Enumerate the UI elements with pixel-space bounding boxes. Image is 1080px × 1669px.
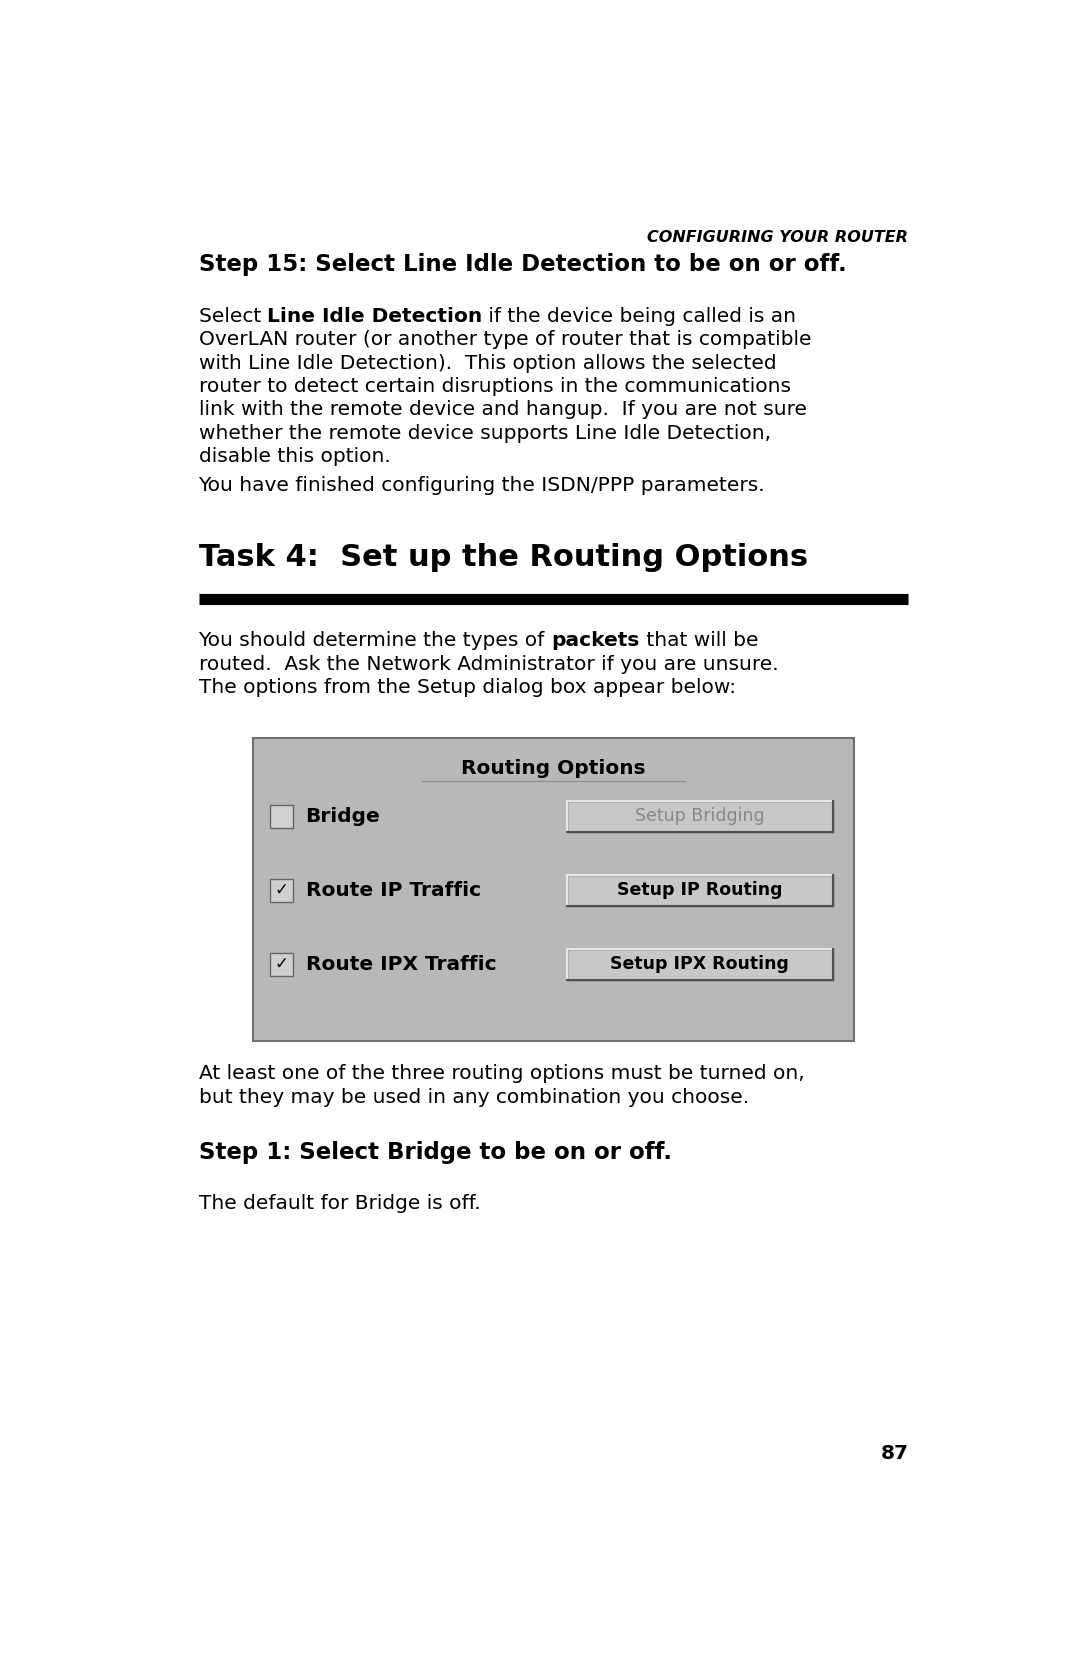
Text: Select: Select: [199, 307, 267, 325]
Text: link with the remote device and hangup.  If you are not sure: link with the remote device and hangup. …: [199, 401, 807, 419]
Text: if the device being called is an: if the device being called is an: [483, 307, 796, 325]
Text: Line Idle Detection: Line Idle Detection: [267, 307, 483, 325]
Bar: [567, 801, 833, 831]
Text: At least one of the three routing options must be turned on,: At least one of the three routing option…: [199, 1065, 805, 1083]
Bar: [567, 948, 833, 980]
Bar: [270, 804, 293, 828]
Text: You have finished configuring the ISDN/PPP parameters.: You have finished configuring the ISDN/P…: [199, 476, 765, 496]
Text: disable this option.: disable this option.: [199, 447, 390, 466]
Text: ✓: ✓: [274, 881, 288, 900]
Text: You should determine the types of: You should determine the types of: [199, 631, 551, 651]
Text: Step 1: Select Bridge to be on or off.: Step 1: Select Bridge to be on or off.: [199, 1142, 672, 1165]
Text: Route IP Traffic: Route IP Traffic: [306, 881, 481, 900]
Text: router to detect certain disruptions in the communications: router to detect certain disruptions in …: [199, 377, 791, 396]
Text: CONFIGURING YOUR ROUTER: CONFIGURING YOUR ROUTER: [647, 230, 908, 245]
Text: packets: packets: [551, 631, 639, 651]
Text: Setup Bridging: Setup Bridging: [635, 808, 765, 824]
Bar: [567, 875, 833, 906]
Text: Task 4:  Set up the Routing Options: Task 4: Set up the Routing Options: [199, 542, 808, 572]
Text: The default for Bridge is off.: The default for Bridge is off.: [199, 1193, 481, 1213]
Bar: [253, 738, 854, 1041]
Text: but they may be used in any combination you choose.: but they may be used in any combination …: [199, 1088, 748, 1107]
Bar: [270, 878, 293, 901]
Text: Route IPX Traffic: Route IPX Traffic: [306, 955, 496, 973]
Text: Bridge: Bridge: [306, 806, 380, 826]
Text: with Line Idle Detection).  This option allows the selected: with Line Idle Detection). This option a…: [199, 354, 777, 372]
Text: Step 15: Select Line Idle Detection to be on or off.: Step 15: Select Line Idle Detection to b…: [199, 252, 847, 275]
Text: routed.  Ask the Network Administrator if you are unsure.: routed. Ask the Network Administrator if…: [199, 654, 779, 674]
Text: that will be: that will be: [639, 631, 758, 651]
Text: ✓: ✓: [274, 955, 288, 973]
Text: Setup IP Routing: Setup IP Routing: [617, 881, 782, 900]
Text: Routing Options: Routing Options: [461, 759, 646, 778]
Text: whether the remote device supports Line Idle Detection,: whether the remote device supports Line …: [199, 424, 771, 442]
Bar: [270, 953, 293, 976]
Text: Setup IPX Routing: Setup IPX Routing: [610, 955, 789, 973]
Text: OverLAN router (or another type of router that is compatible: OverLAN router (or another type of route…: [199, 330, 811, 349]
Text: The options from the Setup dialog box appear below:: The options from the Setup dialog box ap…: [199, 679, 735, 698]
Text: 87: 87: [880, 1444, 908, 1462]
